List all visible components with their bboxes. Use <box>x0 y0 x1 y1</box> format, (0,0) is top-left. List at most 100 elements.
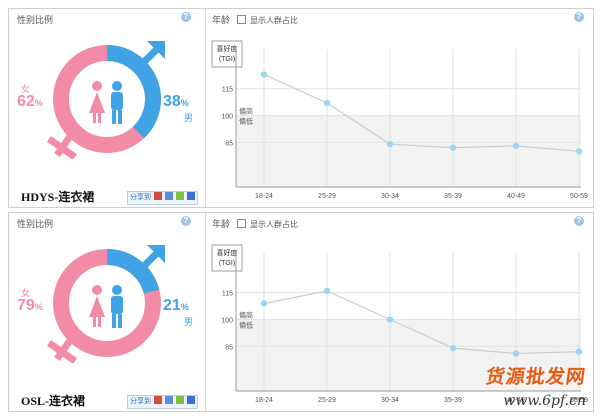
tgi-data-point[interactable] <box>260 300 268 307</box>
help-icon[interactable]: ? <box>181 216 191 226</box>
share-label: 分享到 <box>130 194 151 201</box>
ylabel: 喜好度 <box>217 248 238 257</box>
tgi-data-point[interactable] <box>323 287 331 295</box>
share-renren-icon[interactable] <box>175 192 184 200</box>
x-tick-label: 25-29 <box>318 397 336 404</box>
female-symbol-icon <box>47 336 77 363</box>
male-symbol-icon <box>142 245 165 268</box>
share-weibo-icon[interactable] <box>153 192 162 200</box>
y-tick-label: 115 <box>222 87 233 94</box>
male-ring <box>106 45 161 139</box>
age-title: 年龄 <box>212 15 231 25</box>
watermark-text: 货源批发网 <box>484 366 588 388</box>
tgi-data-point[interactable] <box>449 344 457 352</box>
tgi-data-point[interactable] <box>449 144 457 151</box>
reference-above-label: 偏高 <box>239 311 253 320</box>
help-icon[interactable]: ? <box>181 12 191 22</box>
help-icon[interactable]: ? <box>574 12 584 22</box>
tgi-data-point[interactable] <box>386 316 394 323</box>
below-reference-band <box>236 319 581 391</box>
age-tgi-chart: 喜好度 (TGI) 85 100 115 18-24 25-29 30-34 35-39 40… <box>211 40 588 200</box>
share-weibo-icon[interactable] <box>153 396 162 404</box>
share-qzone-icon[interactable] <box>164 192 173 200</box>
share-button[interactable]: 分享到 <box>127 395 198 409</box>
age-panel: 年龄 显示人群占比 ? 喜好度 (TGI) 85 100 115 18-24 25-29… <box>206 213 593 411</box>
below-reference-band <box>236 115 581 187</box>
man-figure-icon <box>111 81 123 124</box>
reference-below-label: 偏低 <box>239 321 253 330</box>
ylabel-sub: (TGI) <box>219 260 235 267</box>
female-percent: 79% <box>17 297 43 314</box>
man-figure-icon <box>111 285 123 328</box>
tgi-data-point[interactable] <box>575 148 583 155</box>
age-header: 年龄 显示人群占比 <box>212 217 298 230</box>
female-label: 女 <box>21 84 31 94</box>
share-label: 分享到 <box>130 398 151 405</box>
tgi-data-point[interactable] <box>512 350 520 357</box>
x-tick-label: 40-49 <box>507 193 525 200</box>
gender-donut <box>47 41 165 159</box>
tgi-data-point[interactable] <box>260 71 268 78</box>
x-tick-label: 35-39 <box>444 193 462 200</box>
age-header: 年龄 显示人群占比 <box>212 13 298 26</box>
male-percent: 38% <box>163 93 189 110</box>
checkbox-icon[interactable] <box>236 15 246 24</box>
male-label: 男 <box>184 317 194 327</box>
tgi-series-line <box>263 290 580 355</box>
share-renren-icon[interactable] <box>175 396 184 404</box>
ylabel-sub: (TGI) <box>219 56 235 63</box>
male-ring <box>106 249 160 294</box>
panel-osl: 性别比例 ? <box>8 212 594 412</box>
female-percent: 62% <box>17 93 43 110</box>
x-tick-label: 35-39 <box>444 397 462 404</box>
product-label: OSL-连衣裙 <box>21 394 86 408</box>
x-tick-label: 40-49 <box>507 397 525 404</box>
x-tick-label: 18-24 <box>255 193 273 200</box>
show-crowd-label: 显示人群占比 <box>250 220 299 229</box>
x-tick-label: 50-59 <box>570 397 588 404</box>
age-title: 年龄 <box>212 219 231 229</box>
y-tick-label: 85 <box>225 140 233 147</box>
product-label: HDYS-连衣裙 <box>21 190 95 204</box>
gender-donut <box>47 245 165 363</box>
share-qzone-icon[interactable] <box>164 396 173 404</box>
watermark-url: www.6pf.cn <box>503 393 586 409</box>
reference-above-label: 偏高 <box>239 107 253 116</box>
y-tick-label: 100 <box>221 114 233 121</box>
tgi-data-point[interactable] <box>386 140 394 148</box>
y-tick-label: 115 <box>222 291 233 298</box>
female-symbol-icon <box>47 132 77 159</box>
share-more-icon[interactable] <box>186 396 195 404</box>
show-crowd-label: 显示人群占比 <box>250 16 299 25</box>
male-symbol-icon <box>142 41 165 64</box>
woman-figure-icon <box>89 285 105 327</box>
ylabel-box <box>211 244 243 272</box>
age-tgi-chart: 喜好度 (TGI) 85 100 115 18-24 25-29 30-34 35-39 40… <box>211 244 588 404</box>
checkbox-icon[interactable] <box>236 219 246 228</box>
watermark: 货源批发网 www.6pf.cn <box>484 362 588 409</box>
tgi-series-line <box>263 73 580 152</box>
gender-title: 性别比例 <box>17 219 54 229</box>
male-label: 男 <box>184 113 194 123</box>
tgi-data-point[interactable] <box>575 348 583 355</box>
tgi-data-point[interactable] <box>323 99 331 107</box>
gender-panel: 性别比例 ? <box>9 9 206 207</box>
x-tick-label: 30-34 <box>381 397 399 404</box>
y-tick-label: 85 <box>225 344 233 351</box>
age-panel: 年龄 显示人群占比 ? 喜好度 (TGI) 85 100 115 18-24 25-29… <box>206 9 593 207</box>
male-percent: 21% <box>163 297 189 314</box>
share-more-icon[interactable] <box>186 192 195 200</box>
ylabel-box <box>211 40 243 68</box>
female-label: 女 <box>21 288 31 298</box>
woman-figure-icon <box>89 81 105 123</box>
x-tick-label: 30-34 <box>381 193 399 200</box>
y-tick-label: 100 <box>221 318 233 325</box>
help-icon[interactable]: ? <box>574 216 584 226</box>
x-tick-label: 50-59 <box>570 193 588 200</box>
tgi-data-point[interactable] <box>512 142 520 150</box>
share-button[interactable]: 分享到 <box>127 191 198 205</box>
gender-title: 性别比例 <box>17 15 54 25</box>
x-tick-label: 18-24 <box>255 397 273 404</box>
ylabel: 喜好度 <box>217 44 238 53</box>
panel-hdys: 性别比例 ? <box>8 8 594 208</box>
